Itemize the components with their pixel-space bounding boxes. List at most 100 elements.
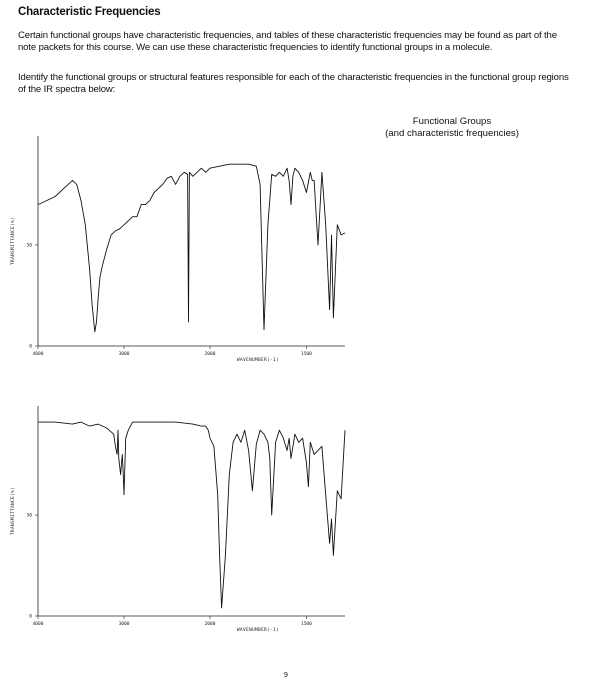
spectrum-point <box>132 422 133 423</box>
spectrum-point <box>46 200 47 201</box>
spectrum-point <box>306 462 307 463</box>
spectrum-point <box>333 317 334 318</box>
spectrum-point <box>192 424 193 425</box>
spectrum-point <box>38 204 39 205</box>
spectrum-point <box>256 444 257 445</box>
functional-groups-header: Functional Groups (and characteristic fr… <box>372 116 532 140</box>
spectrum-point <box>92 305 93 306</box>
spectrum-point <box>275 442 276 443</box>
spectrum-point <box>175 422 176 423</box>
spectrum-line <box>38 421 346 609</box>
spectrum-point <box>197 172 198 173</box>
spectrum-point <box>248 164 249 165</box>
spectrum-point <box>322 446 323 447</box>
spectrum-point <box>293 176 294 177</box>
spectrum-point <box>100 277 101 278</box>
x-tick-label: 2000 <box>205 621 216 627</box>
spectrum-point <box>188 321 189 322</box>
spectrum-point <box>117 454 118 455</box>
spectrum-point <box>283 438 284 439</box>
spectrum-point <box>310 172 311 173</box>
instructions-paragraph: Identify the functional groups or struct… <box>18 72 569 95</box>
spectrum-point <box>289 180 290 181</box>
intro-paragraph: Certain functional groups have character… <box>18 30 557 53</box>
spectrum-point <box>308 486 309 487</box>
spectrum-point <box>111 235 112 236</box>
spectrum-point <box>184 172 185 173</box>
spectrum-point <box>279 430 280 431</box>
spectrum-point <box>219 166 220 167</box>
spectrum-point <box>310 442 311 443</box>
x-tick-label: 4000 <box>33 351 44 357</box>
spectrum-point <box>208 430 209 431</box>
spectrum-point <box>229 164 230 165</box>
spectrum-point <box>345 233 346 234</box>
spectrum-point <box>38 422 39 423</box>
spectrum-point <box>123 470 124 471</box>
spectrum-point <box>331 519 332 520</box>
x-tick-label: 1500 <box>301 621 312 627</box>
spectrum-point <box>225 555 226 556</box>
spectrum-point <box>325 224 326 225</box>
spectrum-point <box>312 180 313 181</box>
y-axis-label: TRANSMITTANCE(%) <box>10 487 16 535</box>
spectrum-point <box>318 245 319 246</box>
spectrum-point <box>94 332 95 333</box>
spectrum-point <box>264 329 265 330</box>
spectrum-point <box>345 430 346 431</box>
functional-groups-subheading: (and characteristic frequencies) <box>385 128 519 139</box>
spectrum-point <box>318 450 319 451</box>
spectrum-point <box>337 224 338 225</box>
spectrum-point <box>189 172 190 173</box>
spectrum-point <box>141 422 142 423</box>
y-tick-label: 50 <box>27 243 33 249</box>
spectrum-point <box>115 446 116 447</box>
spectrum-point <box>120 474 121 475</box>
spectrum-point <box>329 543 330 544</box>
y-tick-label: 0 <box>29 614 32 620</box>
spectrum-point <box>158 188 159 189</box>
page-title: Characteristic Frequencies <box>18 6 161 18</box>
spectrum-point <box>187 174 188 175</box>
spectrum-point <box>302 180 303 181</box>
spectrum-point <box>295 434 296 435</box>
y-tick-label: 0 <box>29 344 32 350</box>
spectrum-point <box>119 228 120 229</box>
spectrum-point <box>341 235 342 236</box>
functional-groups-heading: Functional Groups <box>412 116 492 127</box>
spectrum-point <box>289 438 290 439</box>
spectrum-point <box>175 184 176 185</box>
spectrum-point <box>279 172 280 173</box>
spectrum-point <box>331 235 332 236</box>
spectrum-point <box>125 438 126 439</box>
spectrum-point <box>260 430 261 431</box>
spectrum-point <box>171 176 172 177</box>
spectrum-point <box>55 422 56 423</box>
spectrum-point <box>271 174 272 175</box>
spectrum-point <box>221 608 222 609</box>
spectrum-point <box>128 430 129 431</box>
spectrum-point <box>201 426 202 427</box>
spectrum-point <box>244 430 245 431</box>
spectrum-point <box>298 442 299 443</box>
spectrum-point <box>268 442 269 443</box>
spectrum-point <box>341 498 342 499</box>
spectrum-line <box>37 163 346 333</box>
spectrum-point <box>287 450 288 451</box>
spectrum-point <box>302 438 303 439</box>
spectrum-point <box>55 196 56 197</box>
spectrum-point <box>180 176 181 177</box>
spectrum-point <box>145 204 146 205</box>
x-axis-label: WAVENUMBER(-1) <box>237 627 279 633</box>
spectrum-point <box>141 204 142 205</box>
spectrum-point <box>325 494 326 495</box>
spectrum-point <box>118 458 119 459</box>
x-tick-label: 2000 <box>205 351 216 357</box>
spectrum-point <box>252 490 253 491</box>
spectrum-point <box>271 515 272 516</box>
spectrum-point <box>158 422 159 423</box>
spectrum-point <box>287 168 288 169</box>
spectrum-point <box>98 297 99 298</box>
spectrum-point <box>118 430 119 431</box>
